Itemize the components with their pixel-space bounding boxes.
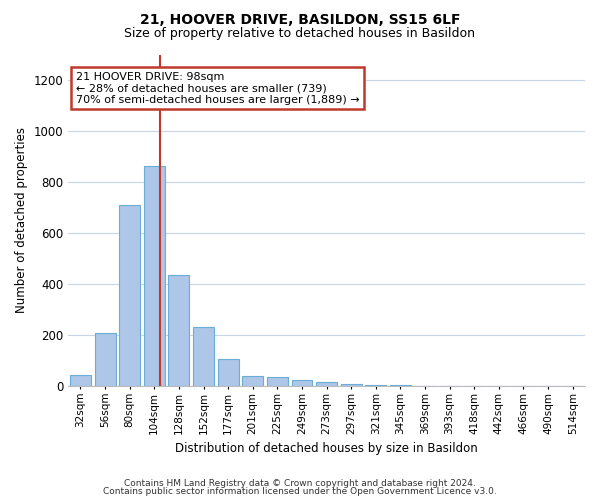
Bar (341, 384, 362, 386)
Text: Contains HM Land Registry data © Crown copyright and database right 2024.: Contains HM Land Registry data © Crown c… (124, 478, 476, 488)
Bar (95, 332, 116, 386)
Bar (144, 166, 165, 386)
X-axis label: Distribution of detached houses by size in Basildon: Distribution of detached houses by size … (175, 442, 478, 455)
Bar (218, 360, 239, 386)
Bar (119, 205, 140, 386)
Bar (292, 380, 313, 386)
Bar (70, 374, 91, 386)
Text: Contains public sector information licensed under the Open Government Licence v3: Contains public sector information licen… (103, 487, 497, 496)
Bar (242, 376, 263, 386)
Bar (169, 275, 190, 386)
Text: 21 HOOVER DRIVE: 98sqm
← 28% of detached houses are smaller (739)
70% of semi-de: 21 HOOVER DRIVE: 98sqm ← 28% of detached… (76, 72, 359, 104)
Y-axis label: Number of detached properties: Number of detached properties (15, 128, 28, 314)
Text: Size of property relative to detached houses in Basildon: Size of property relative to detached ho… (125, 28, 476, 40)
Bar (365, 385, 386, 386)
Text: 21, HOOVER DRIVE, BASILDON, SS15 6LF: 21, HOOVER DRIVE, BASILDON, SS15 6LF (140, 12, 460, 26)
Bar (267, 377, 288, 386)
Bar (316, 382, 337, 386)
Bar (193, 328, 214, 386)
